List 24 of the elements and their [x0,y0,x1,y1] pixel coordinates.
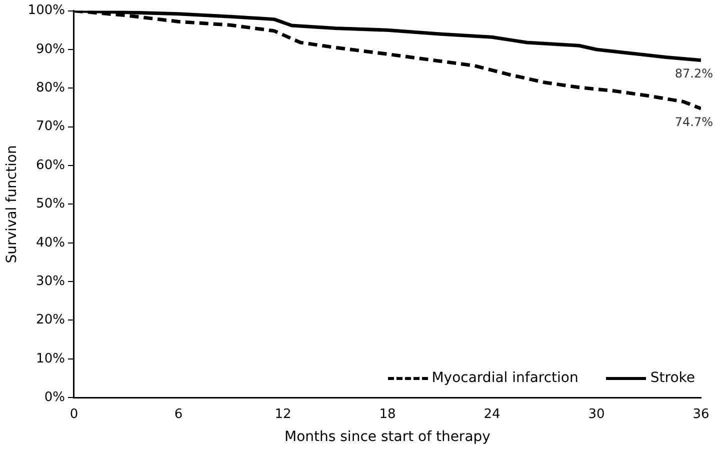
y-tick-label: 30% [36,274,65,289]
y-tick-label: 70% [36,119,65,134]
legend-label: Stroke [650,370,695,386]
y-tick-label: 40% [36,235,65,250]
x-axis-title: Months since start of therapy [284,429,490,446]
x-tick-label: 36 [692,406,710,422]
annotation: 87.2% [674,66,713,80]
legend-label: Myocardial infarction [432,370,578,386]
y-tick-label: 10% [36,351,65,366]
y-axis-title: Survival function [4,145,20,264]
x-tick-label: 18 [379,406,396,422]
x-tick-label: 12 [274,406,292,422]
x-tick-label: 6 [174,406,183,422]
x-tick-label: 0 [70,406,78,422]
y-tick-label: 100% [28,3,65,18]
y-tick-label: 0% [44,390,65,405]
y-tick-label: 60% [36,158,65,173]
annotation: 74.7% [674,114,713,129]
y-tick-label: 90% [36,42,65,57]
y-tick-label: 50% [36,196,65,212]
x-tick-label: 30 [588,406,605,422]
x-tick-label: 24 [484,406,500,422]
y-tick-label: 80% [36,80,65,96]
y-tick-label: 20% [36,312,65,328]
